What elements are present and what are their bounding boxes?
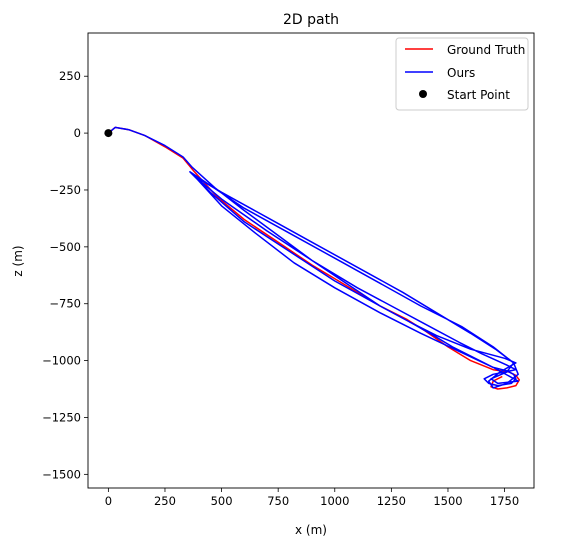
y-tick-label: −1250 xyxy=(42,410,81,424)
y-tick-label: −750 xyxy=(49,297,81,311)
x-tick-label: 1750 xyxy=(490,494,519,508)
y-tick-label: 250 xyxy=(59,69,81,83)
x-tick-label: 750 xyxy=(267,494,289,508)
y-tick-label: 0 xyxy=(74,126,81,140)
x-axis-label: x (m) xyxy=(295,523,327,537)
legend-start-point-marker xyxy=(419,90,427,98)
chart-title: 2D path xyxy=(283,12,339,28)
x-tick-label: 500 xyxy=(211,494,233,508)
ground-truth-line xyxy=(107,126,521,390)
x-axis-ticks: 0 250 500 750 1000 1250 1500 1750 xyxy=(105,488,519,508)
legend-box xyxy=(395,37,529,111)
y-axis-ticks: 250 0 −250 −500 −750 −1000 −1250 −1500 xyxy=(42,69,88,481)
legend-ground-truth-label: Ground Truth xyxy=(447,43,525,57)
x-tick-label: 1500 xyxy=(433,494,462,508)
ours-line xyxy=(107,126,519,389)
x-tick-label: 1000 xyxy=(320,494,349,508)
x-tick-label: 250 xyxy=(154,494,176,508)
y-axis-label: z (m) xyxy=(11,245,25,276)
y-tick-label: −1500 xyxy=(42,467,81,481)
legend: Ground Truth Ours Start Point xyxy=(395,37,529,111)
x-tick-label: 1250 xyxy=(377,494,406,508)
legend-ours-label: Ours xyxy=(447,66,475,80)
start-point-marker xyxy=(104,129,113,138)
y-tick-label: −500 xyxy=(49,240,81,254)
series-layer xyxy=(104,126,521,390)
x-tick-label: 0 xyxy=(105,494,112,508)
y-tick-label: −250 xyxy=(49,183,81,197)
y-tick-label: −1000 xyxy=(42,354,81,368)
plot-frame xyxy=(87,32,535,489)
legend-start-point-label: Start Point xyxy=(447,88,510,102)
